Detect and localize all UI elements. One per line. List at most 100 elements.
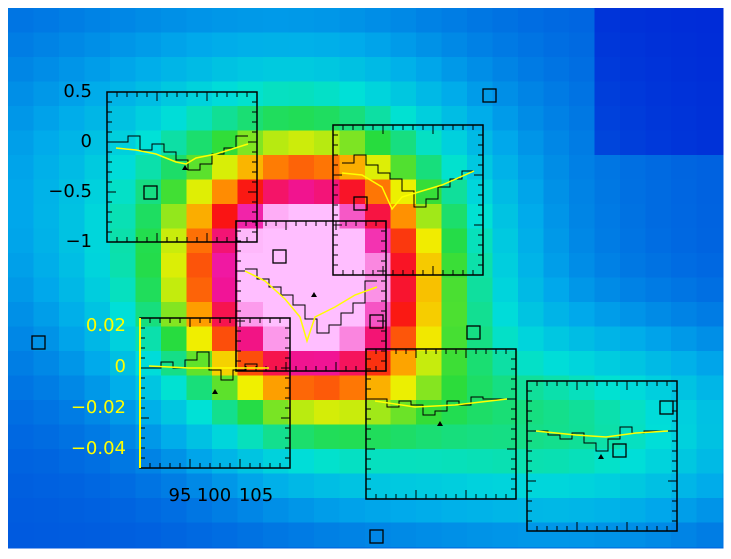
map-pixel [340, 498, 366, 523]
map-pixel [493, 523, 519, 548]
map-pixel [187, 327, 213, 352]
map-pixel [595, 474, 621, 499]
map-pixel [671, 523, 697, 548]
map-pixel [110, 253, 136, 278]
map-pixel [467, 155, 493, 180]
map-pixel [697, 474, 723, 499]
map-pixel [8, 327, 34, 352]
map-pixel [518, 474, 544, 499]
map-pixel [442, 376, 468, 401]
map-pixel [59, 327, 85, 352]
tick-label: 105 [239, 485, 273, 506]
map-pixel [569, 131, 595, 156]
map-pixel [136, 278, 162, 303]
map-pixel [467, 351, 493, 376]
map-pixel [620, 327, 646, 352]
map-pixel [136, 8, 162, 33]
map-pixel [595, 82, 621, 107]
map-pixel [8, 204, 34, 229]
map-pixel [8, 351, 34, 376]
map-pixel [544, 8, 570, 33]
map-pixel [110, 278, 136, 303]
map-pixel [722, 106, 724, 131]
map-pixel [161, 106, 187, 131]
map-pixel [314, 400, 340, 425]
map-pixel [59, 57, 85, 82]
map-pixel [365, 449, 391, 474]
map-pixel [595, 8, 621, 33]
map-pixel [187, 229, 213, 254]
map-pixel [467, 523, 493, 548]
map-pixel [212, 253, 238, 278]
map-pixel [59, 106, 85, 131]
map-pixel [569, 498, 595, 523]
map-pixel [110, 106, 136, 131]
map-pixel [595, 278, 621, 303]
map-pixel [8, 106, 34, 131]
map-pixel [569, 8, 595, 33]
map-pixel [263, 131, 289, 156]
map-pixel [569, 376, 595, 401]
map-pixel [110, 57, 136, 82]
map-pixel [646, 474, 672, 499]
map-pixel [442, 33, 468, 58]
map-pixel [289, 253, 315, 278]
map-pixel [314, 498, 340, 523]
map-pixel [34, 253, 60, 278]
map-pixel [671, 278, 697, 303]
map-pixel [722, 229, 724, 254]
map-pixel [212, 180, 238, 205]
map-pixel [59, 474, 85, 499]
map-pixel [8, 376, 34, 401]
map-pixel [620, 425, 646, 450]
map-pixel [544, 351, 570, 376]
map-pixel [391, 204, 417, 229]
map-pixel [238, 82, 264, 107]
map-pixel [493, 302, 519, 327]
map-pixel [289, 82, 315, 107]
map-pixel [697, 327, 723, 352]
map-pixel [391, 57, 417, 82]
map-pixel [212, 302, 238, 327]
map-pixel [518, 8, 544, 33]
map-pixel [314, 131, 340, 156]
map-pixel [365, 523, 391, 548]
map-pixel [620, 547, 646, 549]
map-pixel [85, 547, 111, 549]
map-pixel [34, 498, 60, 523]
map-pixel [187, 547, 213, 549]
map-pixel [569, 327, 595, 352]
map-pixel [391, 474, 417, 499]
map-pixel [416, 155, 442, 180]
map-pixel [289, 376, 315, 401]
map-pixel [391, 180, 417, 205]
map-pixel [110, 498, 136, 523]
map-pixel [340, 547, 366, 549]
map-pixel [646, 8, 672, 33]
map-pixel [8, 229, 34, 254]
map-pixel [8, 449, 34, 474]
map-pixel [263, 57, 289, 82]
map-pixel [518, 253, 544, 278]
map-pixel [442, 498, 468, 523]
map-pixel [493, 400, 519, 425]
map-pixel [365, 547, 391, 549]
map-pixel [161, 400, 187, 425]
map-pixel [238, 8, 264, 33]
map-pixel [442, 302, 468, 327]
map-pixel [314, 8, 340, 33]
map-pixel [467, 131, 493, 156]
map-pixel [161, 351, 187, 376]
map-pixel [671, 302, 697, 327]
map-pixel [289, 400, 315, 425]
map-pixel [646, 278, 672, 303]
map-pixel [671, 180, 697, 205]
map-pixel [110, 155, 136, 180]
map-pixel [289, 474, 315, 499]
map-pixel [595, 351, 621, 376]
map-pixel [136, 547, 162, 549]
map-pixel [136, 106, 162, 131]
map-pixel [8, 498, 34, 523]
map-pixel [340, 523, 366, 548]
map-pixel [263, 351, 289, 376]
